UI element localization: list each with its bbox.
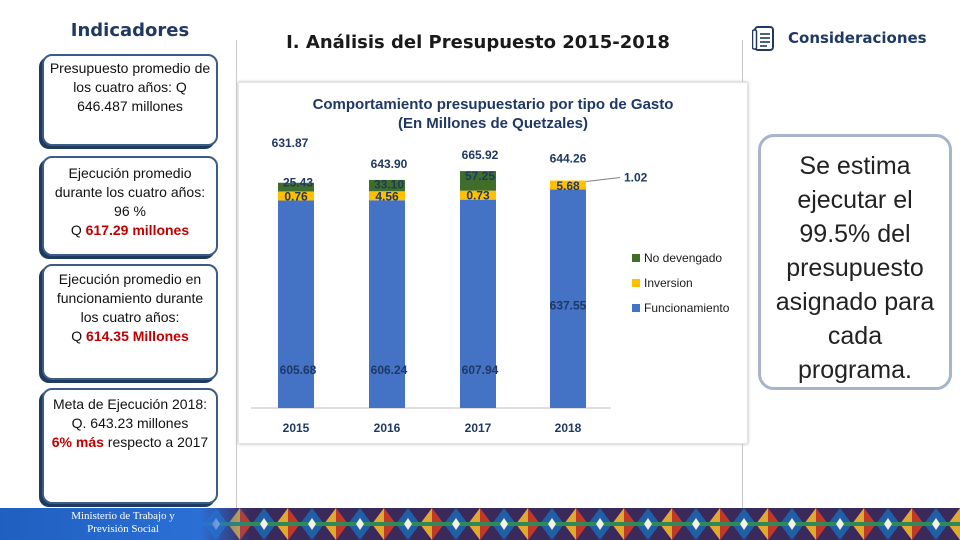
bar-inversion-2017: [460, 190, 496, 200]
legend-swatch-funcionamiento: [632, 304, 640, 312]
data-label-funcionamiento-2018: 637.55: [550, 299, 587, 313]
bar-funcionamiento-2018: [550, 189, 586, 408]
chart-title: Comportamiento presupuestario por tipo d…: [313, 96, 674, 113]
footer-band: Ministerio de Trabajo y Previsión Social: [0, 508, 960, 540]
data-label-funcionamiento-2015: 605.68: [280, 363, 317, 377]
indicator-text: Ejecución promedio durante los cuatro añ…: [54, 165, 206, 219]
considerations-box: Se estima ejecutar el 99.5% del presupue…: [758, 134, 952, 390]
legend-label-no-devengado: No devengado: [644, 251, 722, 265]
x-tick-label-2018: 2018: [555, 421, 582, 435]
leader-line-2018: [585, 177, 621, 183]
data-label-funcionamiento-2017: 607.94: [462, 363, 499, 377]
data-label-total-2017: 665.92: [462, 148, 499, 162]
ministry-line1: Ministerio de Trabajo y: [71, 510, 175, 522]
data-label-inversion-2015: 0.76: [284, 189, 308, 203]
legend-swatch-no-devengado: [632, 254, 640, 262]
textile-pattern: [0, 508, 960, 540]
data-label-total-2015: 631.87: [272, 136, 309, 150]
bar-inversion-2016: [369, 191, 405, 201]
data-label-no-devengado-2015: 25.43: [283, 176, 313, 190]
data-label-no-devengado-2016: 33.10: [374, 177, 404, 191]
bar-funcionamiento-2015: [278, 200, 314, 408]
ministry-line2: Previsión Social: [87, 523, 159, 535]
indicator-prefix: Q: [70, 222, 86, 238]
bar-funcionamiento-2017: [460, 199, 496, 408]
indicator-text: Presupuesto promedio de los cuatro años:…: [49, 60, 211, 114]
data-label-total-2016: 643.90: [371, 157, 408, 171]
document-icon: [752, 26, 774, 51]
data-label-inversion-2016: 4.56: [375, 189, 399, 203]
x-tick-label-2017: 2017: [465, 421, 492, 435]
indicator-text: Ejecución promedio en funcionamiento dur…: [56, 271, 204, 325]
considerations-label: Consideraciones: [788, 29, 927, 47]
bar-funcionamiento-2016: [369, 200, 405, 408]
chart-subtitle: (En Millones de Quetzales): [398, 115, 588, 132]
indicator-prefix: Q: [71, 328, 87, 344]
budget-chart: Comportamiento presupuestario por tipo d…: [238, 82, 748, 444]
data-label-total-2018: 644.26: [550, 152, 587, 166]
bar-no-devengado-2016: [369, 179, 405, 192]
ministry-name: Ministerio de Trabajo y Previsión Social: [48, 510, 198, 536]
indicator-highlight: 617.29 millones: [85, 222, 190, 238]
data-label-funcionamiento-2016: 606.24: [371, 363, 408, 377]
indicator-highlight: 6% más: [51, 434, 104, 450]
page-title: I. Análisis del Presupuesto 2015-2018: [286, 32, 670, 53]
bar-inversion-2018: [550, 180, 586, 190]
legend-label-funcionamiento: Funcionamiento: [644, 301, 730, 315]
indicator-suffix: respecto a 2017: [103, 434, 209, 450]
indicator-box-goal: Meta de Ejecución 2018: Q. 643.23 millon…: [42, 388, 218, 504]
indicator-highlight: 614.35 Millones: [86, 328, 189, 344]
data-label-no-devengado-2018: 1.02: [624, 171, 648, 185]
divider-left: [236, 40, 237, 540]
data-label-inversion-2017: 0.73: [466, 189, 490, 203]
indicator-box-execution: Ejecución promedio durante los cuatro añ…: [42, 156, 218, 256]
legend-swatch-inversion: [632, 279, 640, 287]
data-label-no-devengado-2017: 57.25: [465, 169, 495, 183]
considerations-header: Consideraciones: [752, 26, 952, 52]
bar-inversion-2015: [278, 191, 314, 201]
considerations-text: Se estima ejecutar el 99.5% del presupue…: [775, 152, 935, 384]
indicator-box-budget: Presupuesto promedio de los cuatro años:…: [42, 54, 218, 146]
indicator-text: Meta de Ejecución 2018: Q. 643.23 millon…: [52, 396, 208, 431]
x-tick-label-2015: 2015: [283, 421, 310, 435]
legend-label-inversion: Inversion: [644, 276, 693, 290]
stacked-bar-chart: Comportamiento presupuestario por tipo d…: [251, 96, 730, 435]
indicator-box-operation: Ejecución promedio en funcionamiento dur…: [42, 264, 218, 380]
bar-no-devengado-2015: [278, 182, 314, 192]
indicators-title: Indicadores: [70, 20, 190, 41]
bar-no-devengado-2017: [460, 171, 496, 191]
x-tick-label-2016: 2016: [374, 421, 401, 435]
data-label-inversion-2018: 5.68: [556, 179, 580, 193]
